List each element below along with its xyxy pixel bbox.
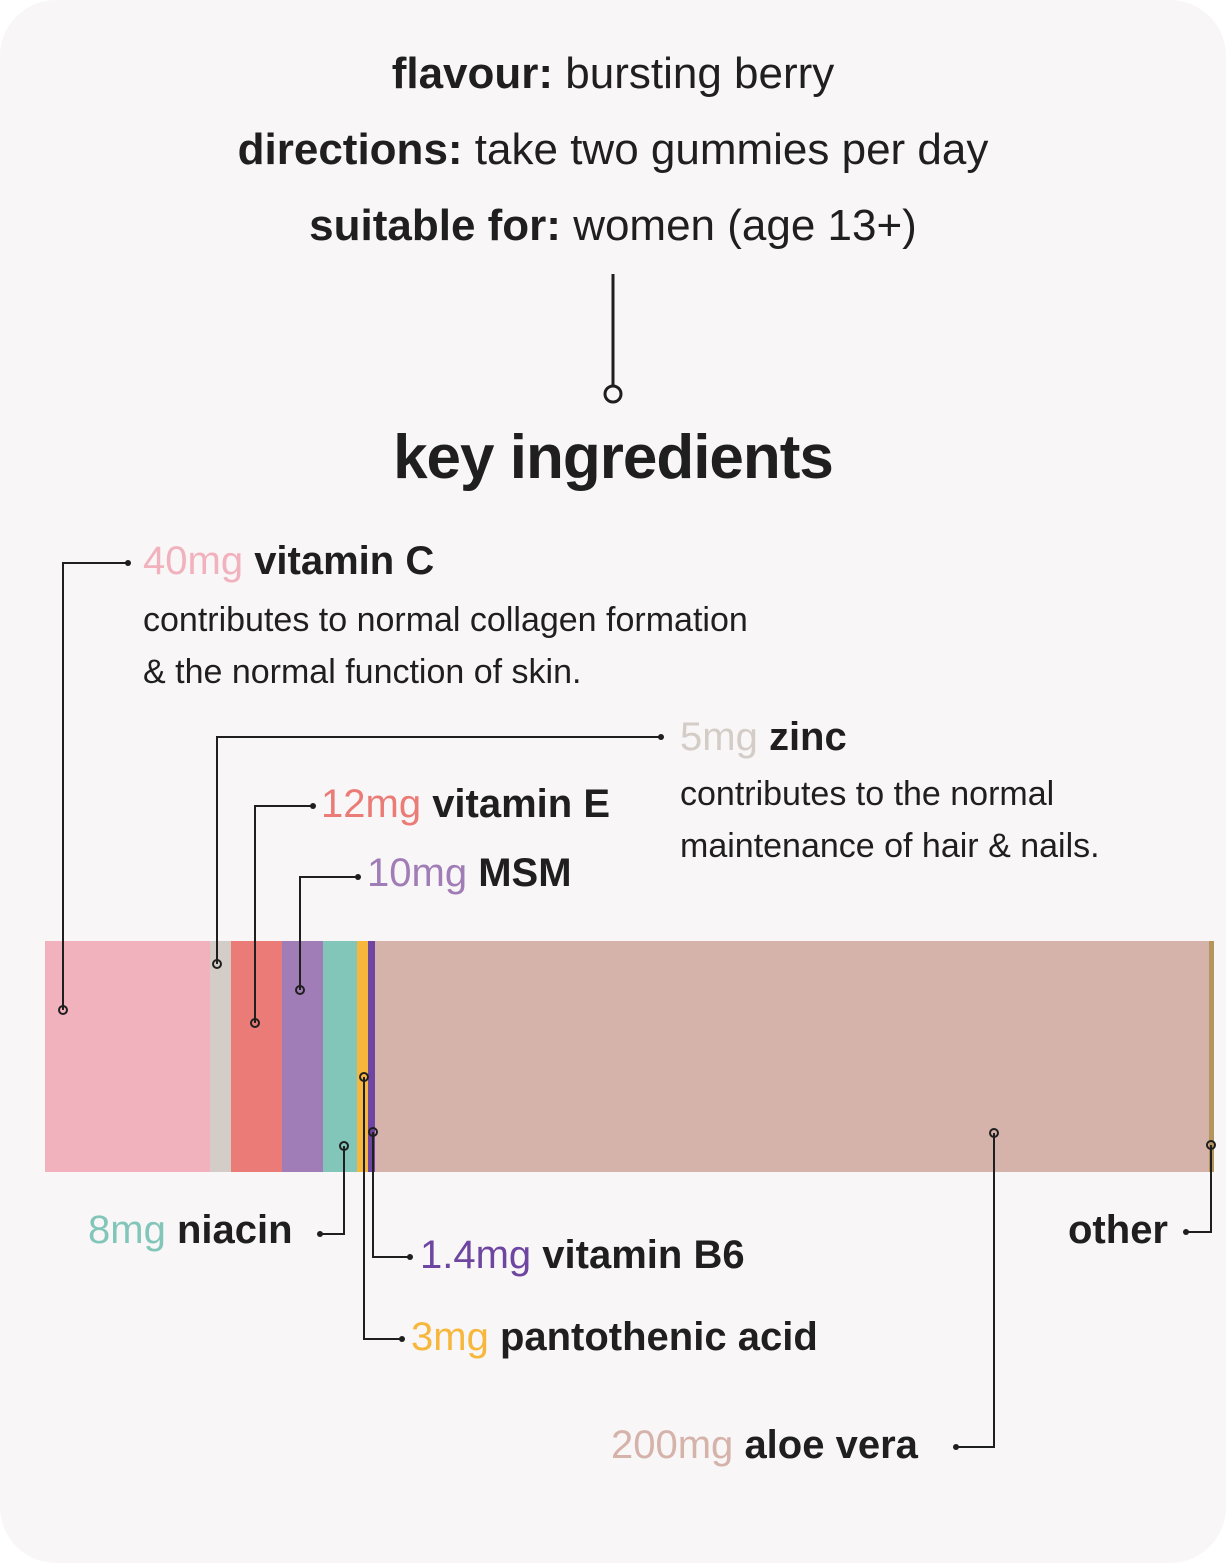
name-aloe-vera: aloe vera [744, 1423, 918, 1467]
label-vitamin-c: 40mg vitamin C [143, 537, 434, 585]
description-vitamin-c: contributes to normal collagen formation… [143, 594, 748, 698]
bar-segment-msm [282, 941, 323, 1172]
amount-zinc: 5mg [680, 715, 758, 759]
amount-niacin: 8mg [88, 1208, 166, 1252]
anchor-circle-pantothenic-acid [359, 1072, 369, 1082]
description-line: contributes to the normal [680, 775, 1055, 813]
name-zinc: zinc [768, 715, 847, 759]
label-vitamin-e: 12mg vitamin E [321, 780, 610, 828]
anchor-circle-niacin [339, 1141, 349, 1151]
bar-segment-niacin [323, 941, 357, 1172]
leader-pantothenic-acid [359, 1072, 405, 1342]
bar-segment-vitamin-b6 [368, 941, 375, 1172]
suitable-label: suitable for: [309, 201, 561, 250]
anchor-circle-vitamin-b6 [368, 1127, 378, 1137]
leader-other [1183, 1140, 1216, 1235]
name-niacin: niacin [176, 1208, 293, 1252]
amount-pantothenic-acid: 3mg [411, 1315, 489, 1359]
amount-vitamin-c: 40mg [143, 539, 244, 583]
leader-zinc [212, 734, 664, 969]
leader-line-pantothenic-acid [363, 1077, 402, 1340]
leader-line-vitamin-c [62, 562, 128, 1010]
suitable-value: women (age 13+) [573, 201, 917, 250]
amount-vitamin-b6: 1.4mg [420, 1233, 532, 1277]
section-heading: key ingredients [393, 423, 834, 492]
label-niacin: 8mg niacin [88, 1206, 293, 1254]
name-vitamin-b6: vitamin B6 [542, 1233, 745, 1277]
amount-aloe-vera: 200mg [611, 1423, 734, 1467]
description-line: contributes to normal collagen formation [143, 601, 748, 639]
name-pantothenic-acid: pantothenic acid [499, 1315, 818, 1359]
header-connector [603, 274, 623, 404]
label-dot-aloe-vera [953, 1444, 959, 1450]
leader-aloe-vera [953, 1128, 999, 1450]
leader-vitamin-c [58, 560, 131, 1015]
label-dot-other [1183, 1229, 1189, 1235]
flavour-label: flavour: [391, 49, 554, 98]
leader-line-msm [299, 876, 358, 990]
bar-segment-aloe-vera [375, 941, 1209, 1172]
bar-segment-pantothenic-acid [357, 941, 368, 1172]
amount-vitamin-e: 12mg [321, 782, 422, 826]
label-dot-msm [355, 874, 361, 880]
leader-line-vitamin-b6 [372, 1132, 410, 1258]
description-line: & the normal function of skin. [143, 653, 582, 691]
bar-segment-vitamin-c [45, 941, 210, 1172]
directions-label: directions: [237, 125, 463, 174]
anchor-circle-zinc [212, 959, 222, 969]
label-msm: 10mg MSM [367, 849, 572, 897]
anchor-circle-aloe-vera [989, 1128, 999, 1138]
label-vitamin-b6: 1.4mg vitamin B6 [420, 1231, 745, 1279]
label-dot-vitamin-e [310, 803, 316, 809]
flavour-value: bursting berry [565, 49, 835, 98]
leader-msm [295, 874, 361, 995]
name-vitamin-e: vitamin E [432, 782, 611, 826]
bar-segment-zinc [210, 941, 231, 1172]
leader-line-zinc [216, 736, 661, 964]
description-zinc: contributes to the normal maintenance of… [680, 768, 1100, 872]
label-zinc: 5mg zinc [680, 713, 847, 761]
label-pantothenic-acid: 3mg pantothenic acid [411, 1313, 818, 1361]
anchor-circle-vitamin-c [58, 1005, 68, 1015]
leader-line-niacin [320, 1146, 345, 1235]
anchor-circle-other [1206, 1140, 1216, 1150]
suitable-line: suitable for: women (age 13+) [0, 200, 1226, 252]
name-msm: MSM [478, 851, 572, 895]
name-vitamin-c: vitamin C [254, 539, 435, 583]
leader-vitamin-e [250, 803, 316, 1028]
directions-value: take two gummies per day [474, 125, 989, 174]
amount-msm: 10mg [367, 851, 468, 895]
anchor-circle-vitamin-e [250, 1018, 260, 1028]
flavour-line: flavour: bursting berry [0, 48, 1226, 100]
label-aloe-vera: 200mg aloe vera [611, 1421, 918, 1469]
leader-vitamin-b6 [368, 1127, 413, 1260]
directions-line: directions: take two gummies per day [0, 124, 1226, 176]
leader-line-aloe-vera [956, 1133, 995, 1448]
label-dot-vitamin-b6 [407, 1254, 413, 1260]
leader-lines [58, 560, 1216, 1450]
label-dot-zinc [658, 734, 664, 740]
composition-bar [45, 941, 1214, 1172]
label-dot-vitamin-c [125, 560, 131, 566]
label-dot-niacin [317, 1231, 323, 1237]
bar-segment-other [1209, 941, 1214, 1172]
bar-segment-vitamin-e [231, 941, 282, 1172]
leader-line-other [1186, 1145, 1212, 1233]
description-line: maintenance of hair & nails. [680, 827, 1100, 865]
leader-line-vitamin-e [254, 805, 313, 1023]
anchor-circle-msm [295, 985, 305, 995]
leader-niacin [317, 1141, 349, 1237]
label-dot-pantothenic-acid [399, 1336, 405, 1342]
name-other: other [1068, 1208, 1168, 1252]
label-other: other [1068, 1206, 1168, 1254]
